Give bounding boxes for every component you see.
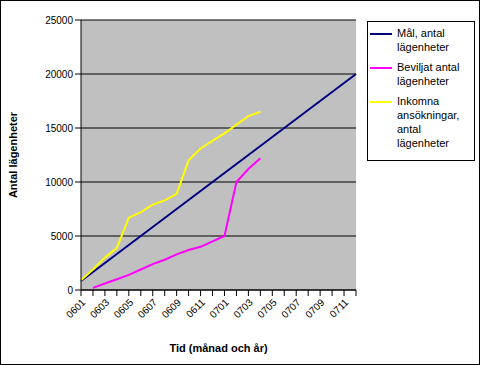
svg-text:0605: 0605 <box>112 296 136 320</box>
svg-text:0: 0 <box>67 285 73 296</box>
svg-text:10000: 10000 <box>45 177 73 188</box>
svg-text:5000: 5000 <box>51 231 74 242</box>
svg-text:0711: 0711 <box>327 296 350 319</box>
svg-text:0607: 0607 <box>136 296 160 320</box>
svg-text:0609: 0609 <box>160 296 184 320</box>
svg-text:0703: 0703 <box>231 296 255 320</box>
svg-text:0601: 0601 <box>64 296 88 320</box>
svg-text:0705: 0705 <box>255 296 279 320</box>
html-text:Beviljat antal lägenheter: Beviljat antal lägenheter <box>397 61 460 87</box>
svg-text:Tid (månad och år): Tid (månad och år) <box>169 342 268 354</box>
svg-text:0707: 0707 <box>279 296 303 320</box>
html-text:Mål, antal lägenheter: Mål, antal lägenheter <box>397 27 449 53</box>
svg-text:25000: 25000 <box>45 15 73 26</box>
svg-text:0701: 0701 <box>207 296 231 320</box>
html-text:Inkomna ansökningar, antal läg: Inkomna ansökningar, antal lägenheter <box>397 95 460 149</box>
svg-text:Antal lägenheter: Antal lägenheter <box>8 111 19 198</box>
svg-text:0709: 0709 <box>303 296 327 320</box>
svg-text:15000: 15000 <box>45 123 73 134</box>
svg-text:0603: 0603 <box>88 296 112 320</box>
svg-text:20000: 20000 <box>45 69 73 80</box>
svg-text:0611: 0611 <box>184 296 207 319</box>
